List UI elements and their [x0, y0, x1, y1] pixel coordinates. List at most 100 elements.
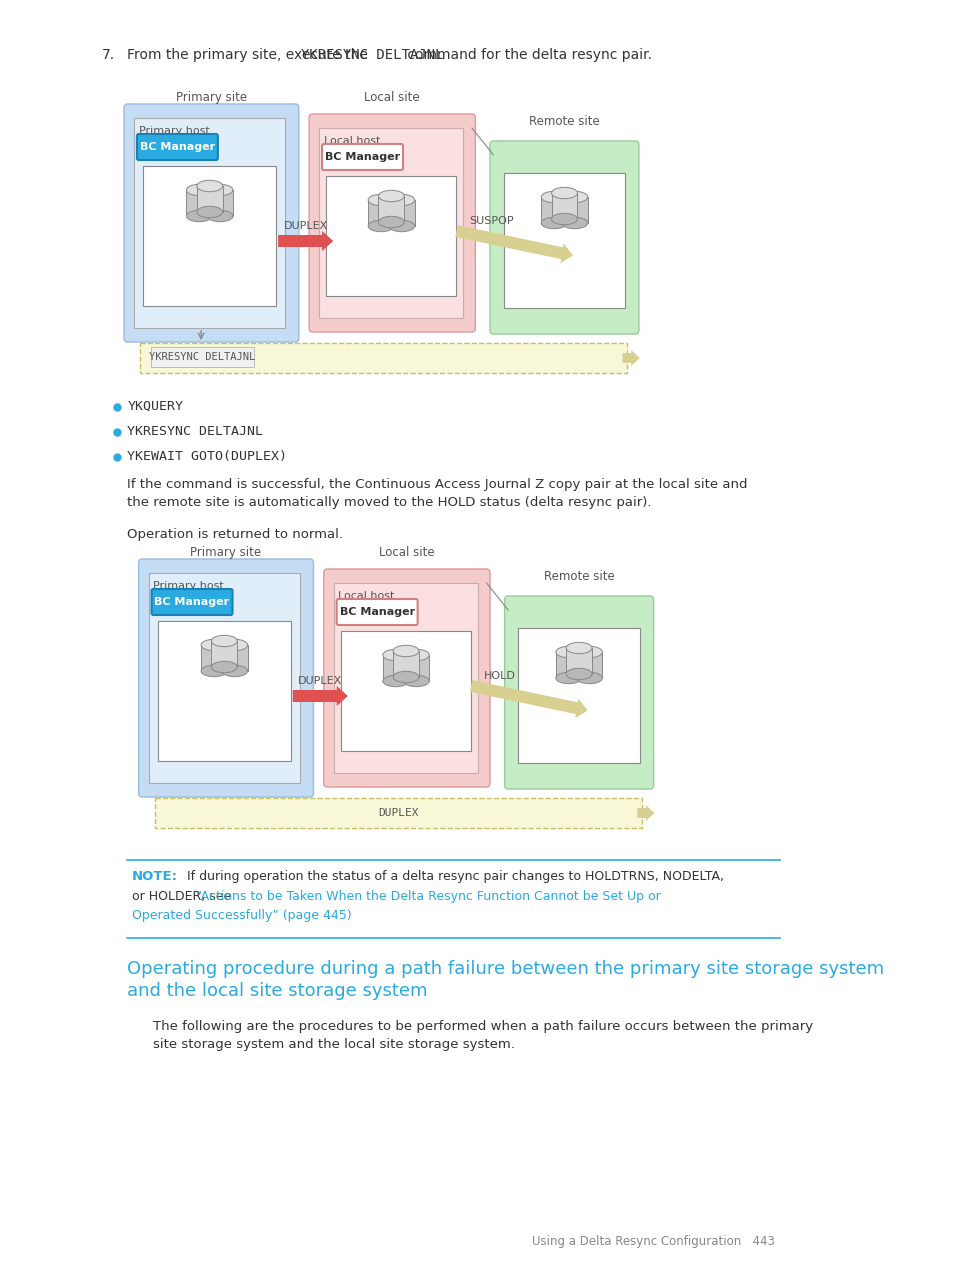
- Ellipse shape: [551, 187, 577, 198]
- Polygon shape: [455, 225, 573, 263]
- Text: HOLD: HOLD: [483, 671, 516, 681]
- Bar: [551, 193, 577, 219]
- Bar: [149, 573, 299, 783]
- Bar: [201, 644, 227, 671]
- Text: “Actions to be Taken When the Delta Resync Function Cannot be Set Up or: “Actions to be Taken When the Delta Resy…: [196, 890, 660, 902]
- Text: YKRESYNC DELTAJNL: YKRESYNC DELTAJNL: [149, 352, 255, 362]
- Text: YKQUERY: YKQUERY: [128, 400, 183, 413]
- Text: SUSPOP: SUSPOP: [469, 216, 514, 226]
- Polygon shape: [470, 680, 587, 718]
- Bar: [326, 175, 456, 296]
- Text: NOTE:: NOTE:: [132, 871, 177, 883]
- Bar: [340, 630, 471, 751]
- Polygon shape: [622, 350, 639, 366]
- Bar: [378, 196, 404, 222]
- FancyBboxPatch shape: [152, 588, 233, 615]
- Ellipse shape: [196, 206, 222, 217]
- Bar: [196, 186, 222, 212]
- Ellipse shape: [556, 646, 581, 657]
- Text: DUPLEX: DUPLEX: [298, 676, 342, 686]
- Bar: [389, 200, 415, 226]
- Bar: [319, 128, 463, 318]
- Text: Local host: Local host: [323, 136, 379, 146]
- Ellipse shape: [378, 216, 404, 228]
- Text: Operated Successfully” (page 445): Operated Successfully” (page 445): [132, 909, 351, 921]
- Text: The following are the procedures to be performed when a path failure occurs betw: The following are the procedures to be p…: [153, 1021, 813, 1033]
- FancyBboxPatch shape: [137, 133, 217, 160]
- Text: DUPLEX: DUPLEX: [377, 808, 418, 819]
- Ellipse shape: [393, 671, 418, 683]
- Ellipse shape: [561, 192, 587, 202]
- Text: DUPLEX: DUPLEX: [283, 221, 328, 231]
- Text: YKRESYNC DELTAJNL: YKRESYNC DELTAJNL: [128, 425, 263, 438]
- Ellipse shape: [576, 646, 601, 657]
- FancyBboxPatch shape: [323, 569, 490, 787]
- Text: Local host: Local host: [338, 591, 395, 601]
- Ellipse shape: [186, 184, 213, 196]
- Ellipse shape: [551, 214, 577, 225]
- Ellipse shape: [207, 210, 233, 221]
- Text: Local site: Local site: [378, 547, 435, 559]
- Bar: [382, 655, 408, 681]
- FancyBboxPatch shape: [504, 596, 653, 789]
- FancyBboxPatch shape: [124, 104, 298, 342]
- Polygon shape: [637, 805, 654, 821]
- Bar: [157, 622, 291, 761]
- Text: From the primary site, execute the: From the primary site, execute the: [128, 48, 373, 62]
- Bar: [186, 189, 213, 216]
- Ellipse shape: [207, 184, 233, 196]
- Ellipse shape: [393, 646, 418, 657]
- Ellipse shape: [201, 665, 227, 676]
- Text: the remote site is automatically moved to the HOLD status (delta resync pair).: the remote site is automatically moved t…: [128, 496, 651, 508]
- Text: Primary site: Primary site: [175, 92, 247, 104]
- Bar: [143, 167, 276, 306]
- Bar: [393, 651, 418, 677]
- FancyBboxPatch shape: [490, 141, 639, 334]
- Bar: [207, 189, 233, 216]
- Ellipse shape: [368, 194, 394, 206]
- Bar: [540, 197, 566, 222]
- Bar: [221, 644, 248, 671]
- Ellipse shape: [196, 180, 222, 192]
- Ellipse shape: [382, 675, 408, 686]
- Ellipse shape: [389, 194, 415, 206]
- Bar: [140, 343, 626, 372]
- Text: or HOLDER, see: or HOLDER, see: [132, 890, 234, 902]
- Text: Using a Delta Resync Configuration   443: Using a Delta Resync Configuration 443: [532, 1235, 774, 1248]
- Ellipse shape: [221, 639, 248, 651]
- Ellipse shape: [378, 191, 404, 202]
- Bar: [517, 628, 639, 763]
- Text: Remote site: Remote site: [543, 569, 614, 583]
- Text: BC Manager: BC Manager: [154, 597, 230, 608]
- Ellipse shape: [403, 649, 429, 661]
- Ellipse shape: [565, 642, 592, 653]
- Text: command for the delta resync pair.: command for the delta resync pair.: [402, 48, 651, 62]
- Bar: [576, 652, 601, 677]
- Bar: [503, 173, 624, 308]
- Text: If the command is successful, the Continuous Access Journal Z copy pair at the l: If the command is successful, the Contin…: [128, 478, 747, 491]
- Bar: [151, 347, 253, 367]
- Text: YKEWAIT GOTO(DUPLEX): YKEWAIT GOTO(DUPLEX): [128, 450, 287, 463]
- Ellipse shape: [403, 675, 429, 686]
- Ellipse shape: [540, 192, 566, 202]
- Text: site storage system and the local site storage system.: site storage system and the local site s…: [153, 1038, 515, 1051]
- Text: Remote site: Remote site: [529, 114, 599, 128]
- Ellipse shape: [368, 220, 394, 231]
- Polygon shape: [293, 686, 348, 705]
- FancyBboxPatch shape: [138, 559, 314, 797]
- Ellipse shape: [576, 672, 601, 684]
- Text: and the local site storage system: and the local site storage system: [128, 982, 428, 1000]
- Text: If during operation the status of a delta resync pair changes to HOLDTRNS, NODEL: If during operation the status of a delt…: [179, 871, 723, 883]
- Text: YKRESYNC DELTAJNL: YKRESYNC DELTAJNL: [301, 48, 443, 62]
- Text: Primary host: Primary host: [138, 126, 209, 136]
- Ellipse shape: [561, 217, 587, 229]
- Bar: [212, 641, 237, 667]
- Bar: [134, 118, 285, 328]
- Bar: [565, 648, 592, 674]
- Ellipse shape: [382, 649, 408, 661]
- Ellipse shape: [565, 669, 592, 680]
- Ellipse shape: [212, 661, 237, 672]
- Bar: [154, 798, 640, 827]
- Text: Operating procedure during a path failure between the primary site storage syste: Operating procedure during a path failur…: [128, 960, 883, 977]
- Text: BC Manager: BC Manager: [339, 608, 415, 616]
